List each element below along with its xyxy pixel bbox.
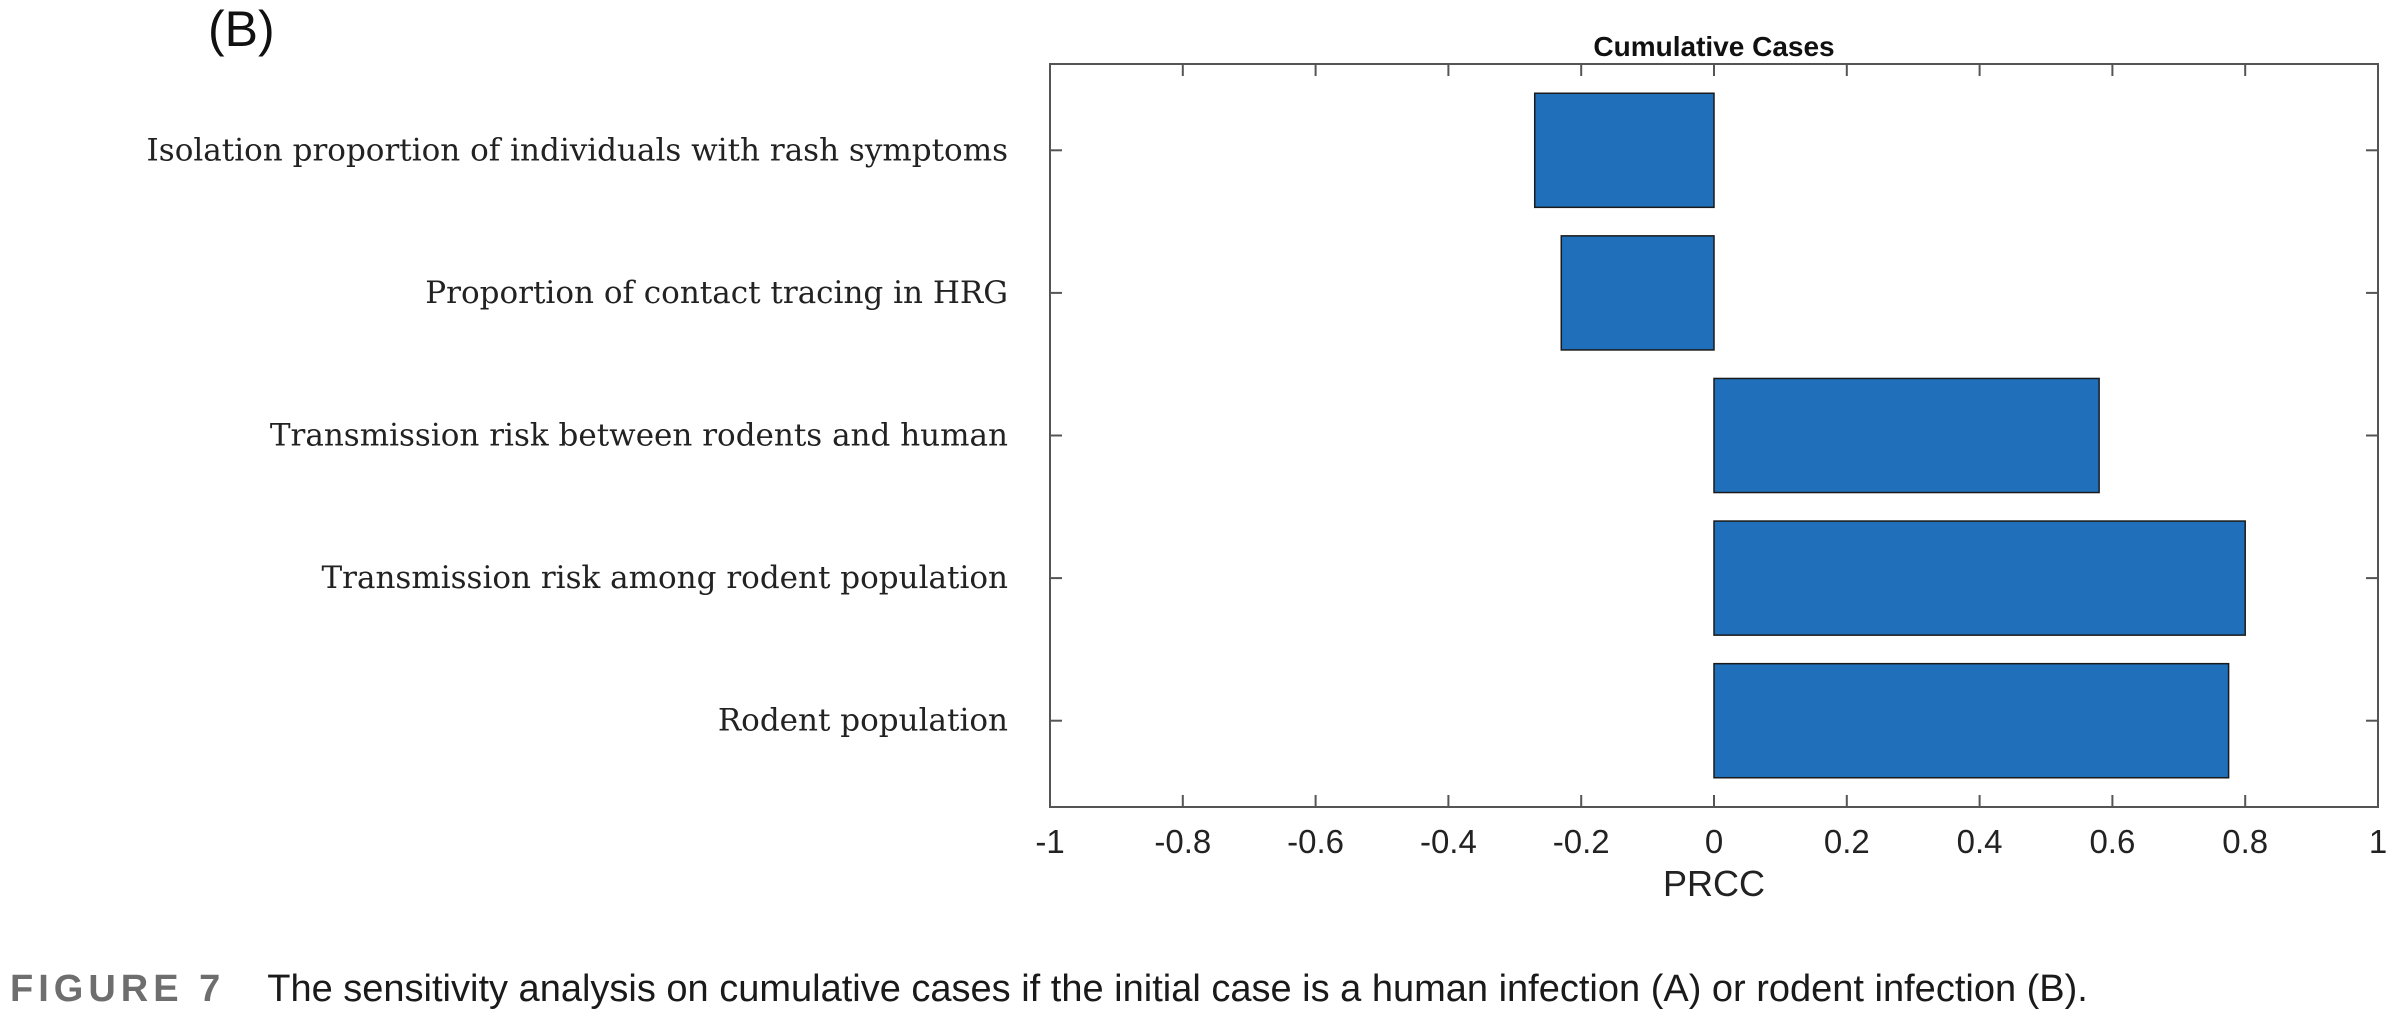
category-label: Transmission risk between rodents and hu… [270, 418, 1008, 454]
category-label: Proportion of contact tracing in HRG [425, 275, 1008, 311]
x-tick-label: 0.2 [1824, 823, 1870, 860]
category-label: Transmission risk among rodent populatio… [321, 560, 1008, 596]
x-tick-label: 1 [2369, 823, 2387, 860]
bar [1533, 92, 1715, 209]
x-axis-title: PRCC [1663, 863, 1765, 904]
caption-text: The sensitivity analysis on cumulative c… [267, 968, 2088, 1010]
x-tick-label: 0.6 [2089, 823, 2135, 860]
category-label: Isolation proportion of individuals with… [147, 132, 1008, 168]
x-tick-label: -0.2 [1553, 823, 1610, 860]
chart-title: Cumulative Cases [1593, 31, 1834, 62]
prcc-bar-chart: Cumulative Cases Isolation proportion of… [147, 31, 2388, 904]
panel-label: (B) [208, 1, 275, 57]
x-tick-label: 0 [1705, 823, 1723, 860]
x-tick-label: -0.8 [1154, 823, 1211, 860]
x-tick-label: -0.6 [1287, 823, 1344, 860]
bar [1560, 235, 1715, 351]
bar [1713, 520, 2246, 636]
x-tick-label: -0.4 [1420, 823, 1477, 860]
figure-number: FIGURE 7 [10, 968, 226, 1010]
bar [1713, 377, 2100, 494]
bar [1713, 662, 2230, 779]
category-label: Rodent population [718, 703, 1008, 739]
x-tick-label: 0.8 [2222, 823, 2268, 860]
x-tick-label: -1 [1035, 823, 1064, 860]
x-tick-label: 0.4 [1957, 823, 2003, 860]
figure-caption: FIGURE 7 The sensitivity analysis on cumu… [10, 968, 2088, 1011]
